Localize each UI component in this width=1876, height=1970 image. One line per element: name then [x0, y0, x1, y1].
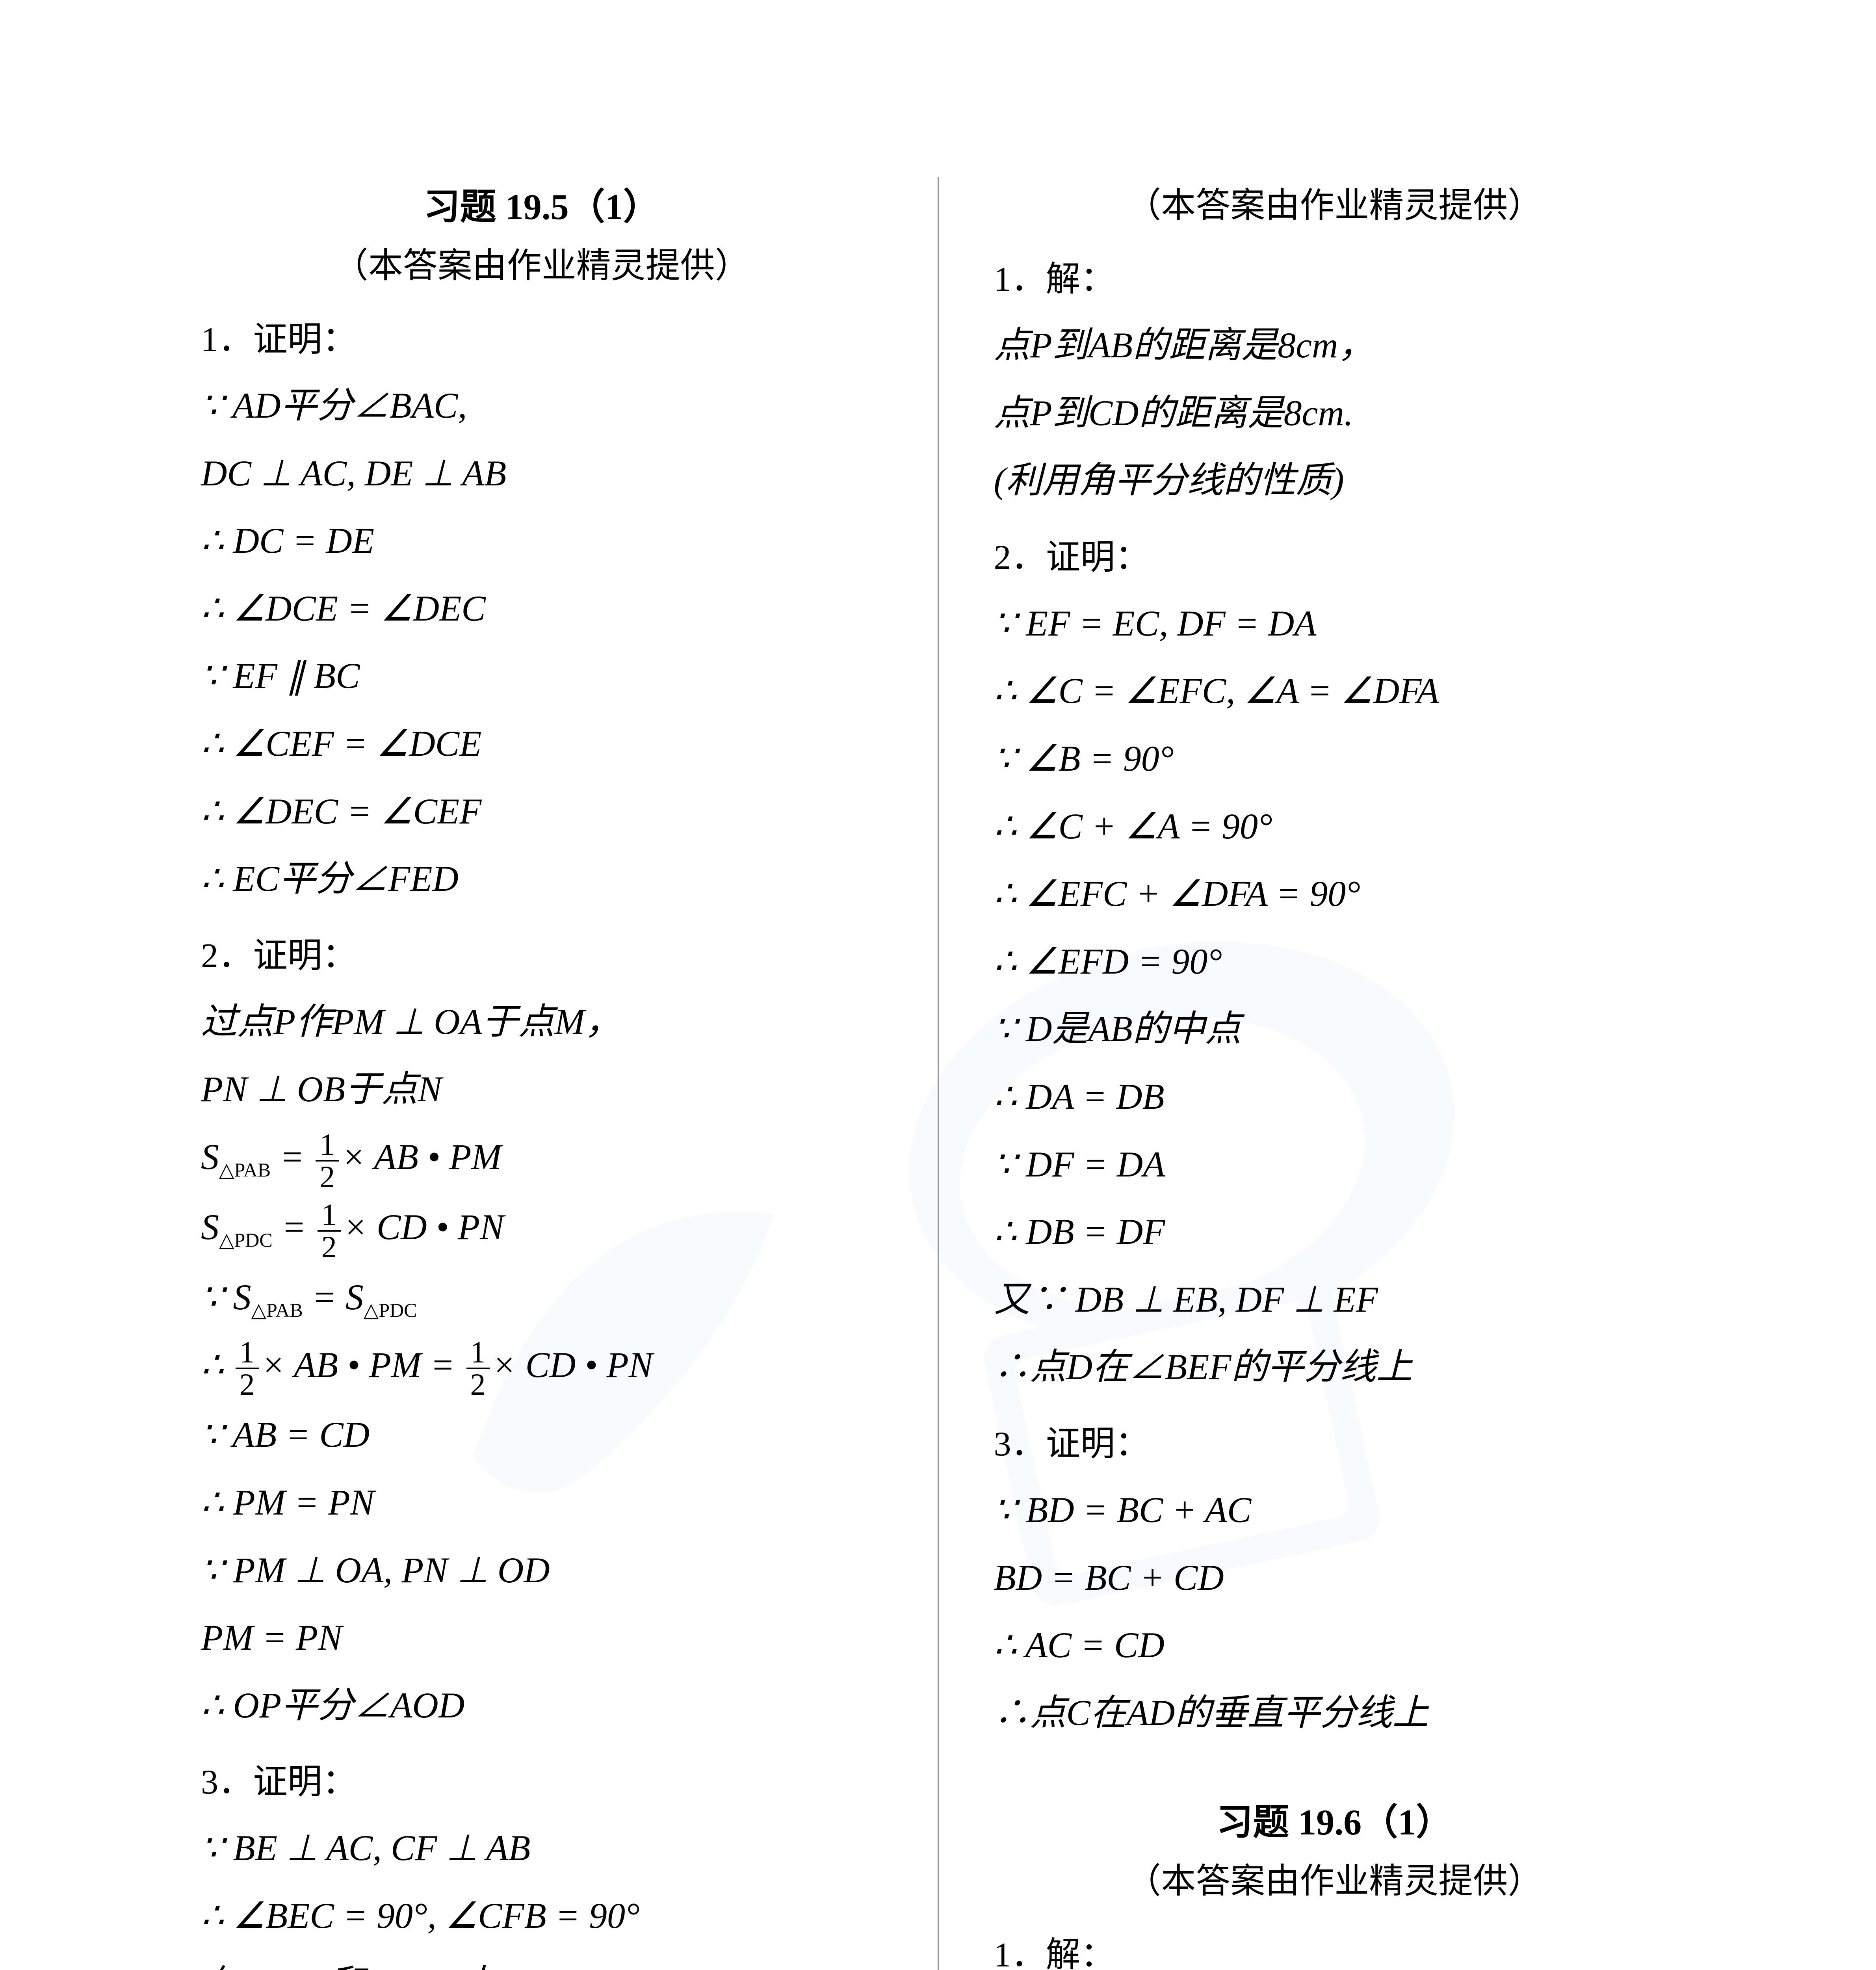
proof-line: ∴ DC = DE	[201, 508, 882, 574]
proof-line: S△PAB = 12× AB • PM	[201, 1124, 882, 1192]
question-number: 2．证明：	[994, 529, 1675, 579]
proof-line: 点P到CD的距离是8cm.	[994, 381, 1675, 446]
proof-line: ∵ AB = CD	[201, 1402, 882, 1468]
left-column: 习题 19.5（1） （本答案由作业精灵提供） 1．证明： ∵ AD平分∠BAC…	[169, 177, 939, 1970]
subscript: △PAB	[219, 1159, 271, 1181]
proof-line: ∵ ∠B = 90°	[994, 726, 1675, 792]
var: S	[201, 1207, 219, 1247]
proof-line: ∵ AD平分∠BAC,	[201, 373, 882, 439]
question-number: 3．证明：	[994, 1416, 1675, 1466]
proof-line: ∴ ∠C = ∠EFC, ∠A = ∠DFA	[994, 658, 1675, 724]
proof-line: ∴点C在AD的垂直平分线上	[994, 1680, 1675, 1746]
proof-line: ∵ BD = BC + AC	[994, 1478, 1675, 1543]
proof-line: ∴ 12× AB • PM = 12× CD • PN	[201, 1333, 882, 1400]
proof-line: ∴ ∠DCE = ∠DEC	[201, 576, 882, 641]
question-number: 3．证明：	[201, 1754, 882, 1804]
proof-line: ∵ PM ⊥ OA, PN ⊥ OD	[201, 1538, 882, 1603]
proof-line: (利用角平分线的性质)	[994, 448, 1675, 513]
question-number: 1．解：	[994, 251, 1675, 301]
proof-line: PM = PN	[201, 1605, 882, 1671]
proof-line: BD = BC + CD	[994, 1545, 1675, 1611]
proof-line: ∴ DB = DF	[994, 1199, 1675, 1265]
proof-line: ∴ ∠EFC + ∠DFA = 90°	[994, 861, 1675, 927]
proof-line: ∴ ∠DEC = ∠CEF	[201, 779, 882, 844]
proof-line: DC ⊥ AC, DE ⊥ AB	[201, 441, 882, 506]
proof-line: ∴ DA = DB	[994, 1064, 1675, 1130]
proof-line: 点P到AB的距离是8cm，	[994, 313, 1675, 378]
proof-line: ∴ PM = PN	[201, 1470, 882, 1535]
proof-line: ∵ BE ⊥ AC, CF ⊥ AB	[201, 1816, 882, 1881]
fraction-half: 12	[236, 1337, 259, 1400]
proof-line: 在ΔBDF和ΔCDE中	[201, 1951, 882, 1970]
fraction-half: 12	[466, 1337, 490, 1400]
expr: × AB • PM	[341, 1137, 502, 1177]
question-number: 1．解：	[994, 1927, 1675, 1970]
proof-line: ∴ ∠EFD = 90°	[994, 929, 1675, 994]
proof-line: ∵ DF = DA	[994, 1132, 1675, 1197]
answer-credit: （本答案由作业精灵提供）	[201, 238, 882, 288]
proof-line: ∴ ∠CEF = ∠DCE	[201, 711, 882, 777]
proof-line: ∵ EF ∥ BC	[201, 643, 882, 709]
fraction-half: 12	[318, 1199, 341, 1262]
expr: ∵ S	[201, 1277, 251, 1317]
proof-line: 又∵ DB ⊥ EB, DF ⊥ EF	[994, 1267, 1675, 1333]
proof-line: 过点P作PM ⊥ OA于点M，	[201, 989, 882, 1055]
subscript: △PAB	[251, 1299, 303, 1321]
proof-line: PN ⊥ OB于点N	[201, 1057, 882, 1122]
eq: =	[271, 1137, 313, 1177]
expr: ∴	[201, 1345, 233, 1385]
subscript: △PDC	[364, 1299, 417, 1321]
two-column-layout: 习题 19.5（1） （本答案由作业精灵提供） 1．证明： ∵ AD平分∠BAC…	[169, 177, 1707, 1970]
section-title: 习题 19.5（1）	[201, 177, 882, 230]
proof-line: ∵ D是AB的中点	[994, 996, 1675, 1062]
expr: × CD • PN	[343, 1207, 504, 1247]
answer-credit: （本答案由作业精灵提供）	[994, 1853, 1675, 1903]
eq: =	[273, 1207, 315, 1247]
right-column: （本答案由作业精灵提供） 1．解： 点P到AB的距离是8cm， 点P到CD的距离…	[939, 177, 1707, 1970]
question-number: 1．证明：	[201, 311, 882, 361]
proof-line: ∵ EF = EC, DF = DA	[994, 591, 1675, 656]
expr: = S	[303, 1277, 364, 1317]
subscript: △PDC	[219, 1229, 273, 1251]
expr: × AB • PM =	[261, 1345, 464, 1385]
proof-line: ∴ ∠BEC = 90°, ∠CFB = 90°	[201, 1883, 882, 1949]
expr: × CD • PN	[492, 1345, 653, 1385]
section-title: 习题 19.6（1）	[994, 1793, 1675, 1845]
proof-line: ∴ EC平分∠FED	[201, 846, 882, 912]
proof-line: ∴ OP平分∠AOD	[201, 1673, 882, 1738]
proof-line: ∴ ∠C + ∠A = 90°	[994, 794, 1675, 859]
proof-line: ∴ AC = CD	[994, 1613, 1675, 1678]
proof-line: ∴点D在∠BEF的平分线上	[994, 1334, 1675, 1400]
proof-line: ∵ S△PAB = S△PDC	[201, 1265, 882, 1330]
fraction-half: 12	[316, 1129, 339, 1192]
answer-credit: （本答案由作业精灵提供）	[994, 177, 1675, 227]
var: S	[201, 1137, 219, 1177]
proof-line: S△PDC = 12× CD • PN	[201, 1195, 882, 1262]
question-number: 2．证明：	[201, 927, 882, 978]
